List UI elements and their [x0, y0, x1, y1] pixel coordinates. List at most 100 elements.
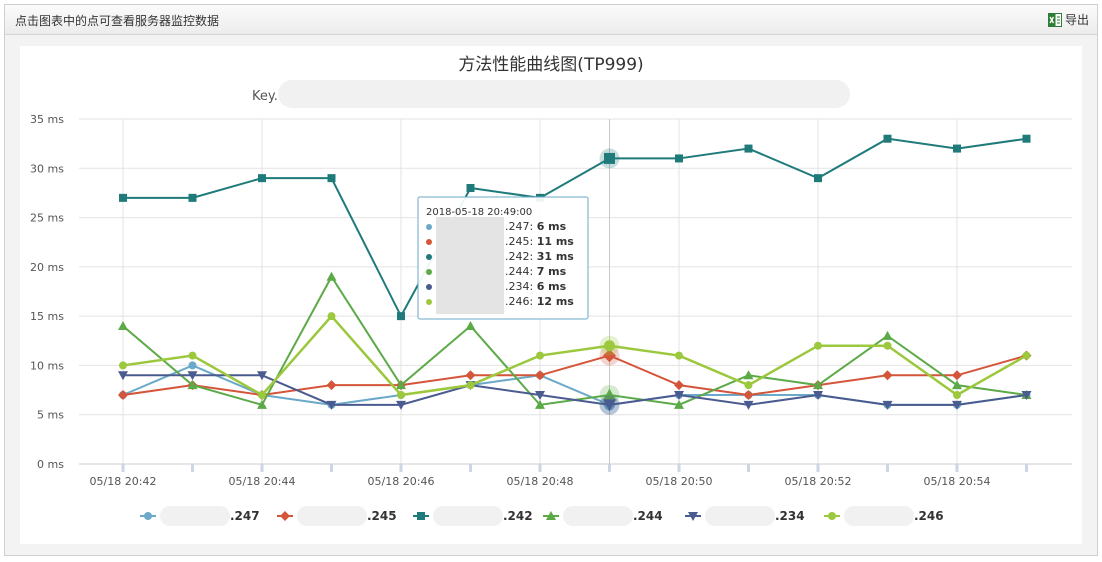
- data-point[interactable]: [466, 381, 475, 390]
- data-point[interactable]: [535, 391, 545, 400]
- tooltip-swatch: [426, 299, 432, 305]
- data-point[interactable]: [674, 380, 684, 391]
- data-point[interactable]: [396, 400, 406, 410]
- data-point[interactable]: [813, 380, 823, 390]
- data-point[interactable]: [327, 174, 336, 183]
- data-point[interactable]: [675, 351, 683, 360]
- data-point[interactable]: [536, 351, 544, 360]
- data-point[interactable]: [465, 370, 476, 381]
- data-point[interactable]: [744, 144, 753, 153]
- data-point[interactable]: [674, 399, 684, 409]
- data-point[interactable]: [535, 370, 545, 381]
- legend-item[interactable]: .242: [413, 506, 533, 526]
- data-point[interactable]: [326, 271, 337, 281]
- legend-item[interactable]: .234: [685, 506, 805, 526]
- tooltip-redaction: [436, 217, 504, 314]
- data-point[interactable]: [326, 380, 337, 391]
- panel-header: 点击图表中的点可查看服务器监控数据 导出: [5, 5, 1097, 35]
- x-tick-mark: [677, 464, 681, 472]
- data-point[interactable]: [535, 399, 545, 409]
- x-tick-mark: [260, 464, 264, 472]
- legend-item[interactable]: .246: [824, 506, 944, 526]
- tooltip: 2018-05-18 20:49:00 .247: 6 ms .245: 11 ms…: [417, 196, 589, 320]
- legend-marker[interactable]: [546, 511, 556, 520]
- tooltip-swatch: [426, 239, 432, 245]
- legend-marker[interactable]: [688, 512, 698, 521]
- data-point[interactable]: [188, 193, 197, 202]
- x-tick-mark: [330, 464, 333, 472]
- data-point[interactable]: [326, 400, 337, 410]
- data-point[interactable]: [814, 174, 822, 183]
- data-point[interactable]: [465, 321, 476, 330]
- data-point[interactable]: [327, 312, 336, 321]
- data-point[interactable]: [952, 400, 962, 410]
- data-point[interactable]: [188, 361, 197, 370]
- data-point[interactable]: [258, 391, 266, 399]
- legend-item[interactable]: .244: [543, 506, 663, 526]
- data-point[interactable]: [603, 399, 616, 412]
- y-tick-label: 30 ms: [30, 162, 64, 175]
- data-point[interactable]: [743, 400, 754, 410]
- data-point[interactable]: [674, 391, 684, 400]
- x-tick-mark: [955, 464, 959, 472]
- tooltip-row: .245: 11 ms: [505, 235, 574, 248]
- data-point[interactable]: [466, 184, 475, 192]
- data-point[interactable]: [603, 388, 616, 401]
- y-axis: 0 ms 5 ms 10 ms 15 ms 20 ms 25 ms 30 ms 35 ms: [30, 113, 64, 471]
- data-point[interactable]: [118, 390, 128, 400]
- legend-item[interactable]: .245: [277, 506, 397, 526]
- data-point[interactable]: [1022, 351, 1031, 360]
- data-point[interactable]: [1021, 391, 1032, 400]
- data-point[interactable]: [813, 391, 823, 400]
- legend-redaction: [160, 506, 230, 526]
- data-point[interactable]: [953, 144, 961, 153]
- legend-marker[interactable]: [144, 512, 152, 520]
- x-tick-mark: [816, 464, 820, 472]
- data-point[interactable]: [883, 341, 892, 350]
- legend-marker[interactable]: [828, 512, 836, 520]
- data-point[interactable]: [952, 380, 962, 390]
- data-point[interactable]: [814, 341, 822, 350]
- data-point[interactable]: [397, 312, 405, 321]
- x-tick-mark: [191, 464, 194, 472]
- data-point[interactable]: [744, 381, 753, 390]
- data-point[interactable]: [188, 351, 197, 360]
- data-point[interactable]: [882, 330, 893, 340]
- data-point[interactable]: [119, 361, 127, 370]
- y-tick-label: 35 ms: [30, 113, 64, 126]
- data-point[interactable]: [257, 371, 267, 381]
- y-tick-label: 15 ms: [30, 310, 64, 323]
- legend-item[interactable]: .247: [140, 506, 260, 526]
- data-point[interactable]: [883, 134, 892, 143]
- data-point[interactable]: [743, 370, 754, 380]
- data-point[interactable]: [882, 370, 893, 381]
- tooltip-row: .244: 7 ms: [505, 265, 567, 278]
- legend-marker[interactable]: [280, 511, 290, 521]
- data-point[interactable]: [953, 391, 961, 399]
- series-line: [123, 137, 1027, 319]
- data-point[interactable]: [396, 380, 406, 390]
- data-point[interactable]: [743, 390, 754, 400]
- y-tick-label: 20 ms: [30, 261, 64, 274]
- data-point[interactable]: [258, 174, 266, 183]
- data-point[interactable]: [675, 154, 683, 163]
- data-point[interactable]: [603, 349, 616, 363]
- data-point[interactable]: [257, 399, 267, 409]
- data-point[interactable]: [119, 193, 127, 202]
- data-point[interactable]: [187, 371, 198, 381]
- data-point[interactable]: [952, 370, 962, 381]
- data-point[interactable]: [1022, 134, 1031, 143]
- legend-label: .246: [914, 509, 944, 523]
- subtitle-redaction: [278, 80, 850, 108]
- data-point[interactable]: [882, 400, 893, 410]
- data-point[interactable]: [187, 380, 198, 390]
- data-point[interactable]: [118, 321, 128, 330]
- data-point[interactable]: [397, 391, 405, 399]
- data-point[interactable]: [118, 371, 128, 381]
- legend-marker[interactable]: [417, 512, 425, 520]
- series-line: [122, 354, 1027, 397]
- data-point[interactable]: [604, 152, 615, 164]
- data-point[interactable]: [604, 340, 615, 352]
- x-tick-label: 05/18 20:48: [507, 475, 574, 488]
- export-button[interactable]: 导出: [1047, 11, 1089, 28]
